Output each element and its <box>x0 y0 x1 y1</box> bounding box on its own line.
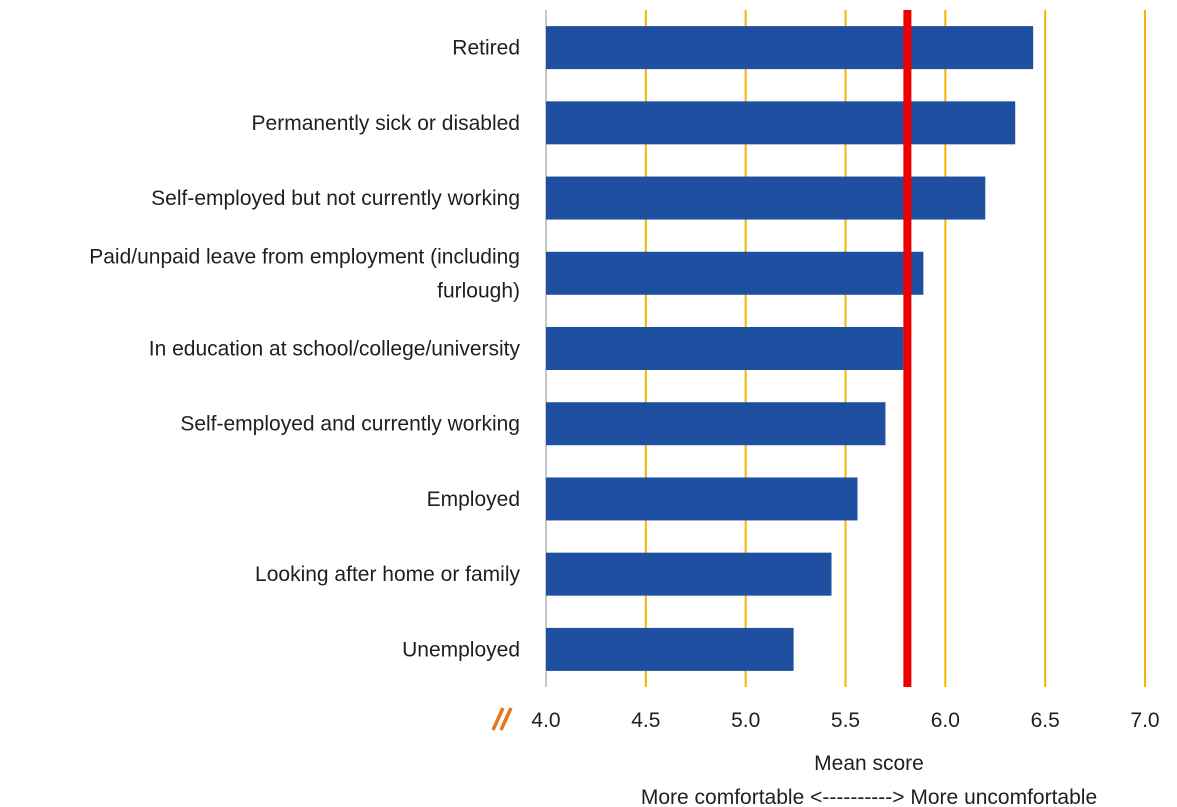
x-tick-label: 4.0 <box>531 709 560 732</box>
category-label: Looking after home or family <box>255 563 520 586</box>
category-label: In education at school/college/universit… <box>149 338 521 361</box>
x-axis-subtitle: More comfortable <----------> More uncom… <box>641 786 1097 807</box>
bars <box>546 26 1034 671</box>
category-label: Employed <box>427 488 520 511</box>
category-label: Unemployed <box>402 638 520 661</box>
x-tick-label: 5.0 <box>731 709 760 732</box>
x-tick-label: 5.5 <box>831 709 860 732</box>
category-label: Retired <box>452 37 520 60</box>
category-label: Self-employed and currently working <box>180 413 520 436</box>
bar <box>546 251 924 295</box>
x-tick-label: 6.0 <box>931 709 960 732</box>
bar <box>546 176 986 220</box>
break-slash <box>499 707 513 731</box>
bar <box>546 101 1016 145</box>
category-label: Permanently sick or disabled <box>252 112 520 135</box>
x-axis-title: Mean score <box>814 752 924 775</box>
bar <box>546 552 832 596</box>
bar <box>546 26 1034 70</box>
category-labels: Retired Permanently sick or disabled Self-… <box>89 37 520 662</box>
category-label: Self-employed but not currently working <box>151 187 520 210</box>
break-slash <box>491 707 505 731</box>
bar <box>546 477 858 521</box>
x-tick-labels: 4.0 4.5 5.0 5.5 6.0 6.5 7.0 <box>531 709 1159 732</box>
x-tick-label: 4.5 <box>631 709 660 732</box>
category-label: Paid/unpaid leave from employment (inclu… <box>89 245 520 302</box>
bar <box>546 402 886 446</box>
bar <box>546 627 794 671</box>
x-tick-label: 7.0 <box>1130 709 1159 732</box>
axis-break-mark <box>491 707 513 731</box>
bar <box>546 327 904 370</box>
x-tick-label: 6.5 <box>1031 709 1060 732</box>
